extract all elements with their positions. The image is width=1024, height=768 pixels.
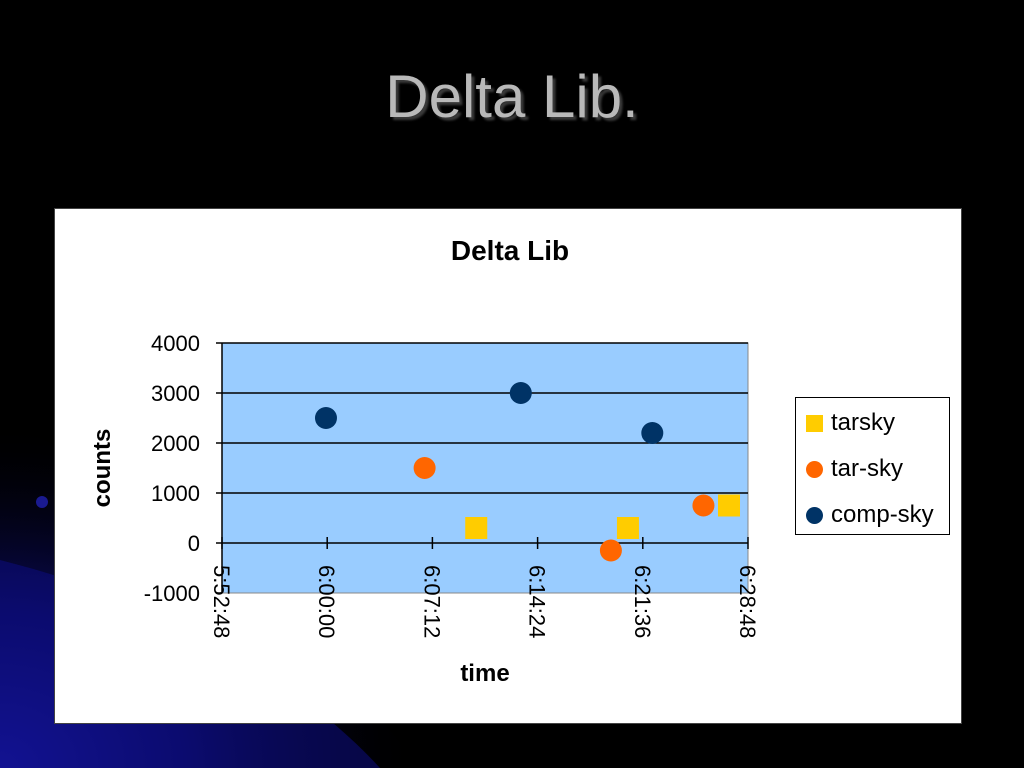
y-tick-label: 4000 xyxy=(151,331,200,356)
x-tick-label: 6:14:24 xyxy=(525,565,550,638)
legend-label: tarsky xyxy=(831,409,896,436)
legend-label: comp-sky xyxy=(831,501,934,528)
legend-item-comp-sky: comp-sky xyxy=(806,500,934,530)
y-tick-label: 0 xyxy=(188,531,200,556)
square-marker-icon xyxy=(806,414,823,432)
chart-panel: Delta Lib 4000 3000 2000 1000 0 -1000 5:52:48 6… xyxy=(54,208,962,724)
x-tick-label: 6:00:00 xyxy=(314,565,339,638)
grid-lines xyxy=(222,342,748,544)
data-point-comp-sky xyxy=(641,422,664,444)
data-point-tar-sky xyxy=(692,494,715,517)
circle-marker-icon xyxy=(806,506,823,524)
circle-marker-icon xyxy=(806,460,823,478)
data-point-tarsky xyxy=(718,494,741,517)
y-tick-label: 1000 xyxy=(151,481,200,506)
legend-label: tar-sky xyxy=(831,455,903,482)
x-tick-label: 6:07:12 xyxy=(419,565,444,638)
x-tick-label: 6:21:36 xyxy=(630,565,655,638)
axes: 4000 3000 2000 1000 0 -1000 5:52:48 6:00:00 6:07… xyxy=(144,331,760,638)
x-tick-label: 5:52:48 xyxy=(209,565,234,638)
chart-legend: tarsky tar-sky comp-sky xyxy=(795,397,950,535)
legend-item-tar-sky: tar-sky xyxy=(806,454,903,484)
slide-title: Delta Lib. xyxy=(385,63,639,130)
data-points xyxy=(314,382,741,562)
x-axis-label: time xyxy=(460,660,509,687)
legend-item-tarsky: tarsky xyxy=(806,408,895,438)
y-tick-label: -1000 xyxy=(144,581,200,606)
data-point-comp-sky xyxy=(314,407,337,429)
x-tick-label: 6:28:48 xyxy=(735,565,760,638)
scatter-chart: Delta Lib 4000 3000 2000 1000 0 -1000 5:52:48 6… xyxy=(89,235,760,687)
plot-area xyxy=(221,342,749,594)
y-axis-label: counts xyxy=(89,429,116,508)
data-point-tarsky xyxy=(465,517,488,539)
data-point-tar-sky xyxy=(599,539,622,562)
chart-title: Delta Lib xyxy=(451,235,569,266)
y-tick-label: 3000 xyxy=(151,381,200,406)
y-tick-label: 2000 xyxy=(151,431,200,456)
data-point-comp-sky xyxy=(509,382,532,404)
data-point-tar-sky xyxy=(413,457,436,479)
data-point-tarsky xyxy=(616,517,639,539)
